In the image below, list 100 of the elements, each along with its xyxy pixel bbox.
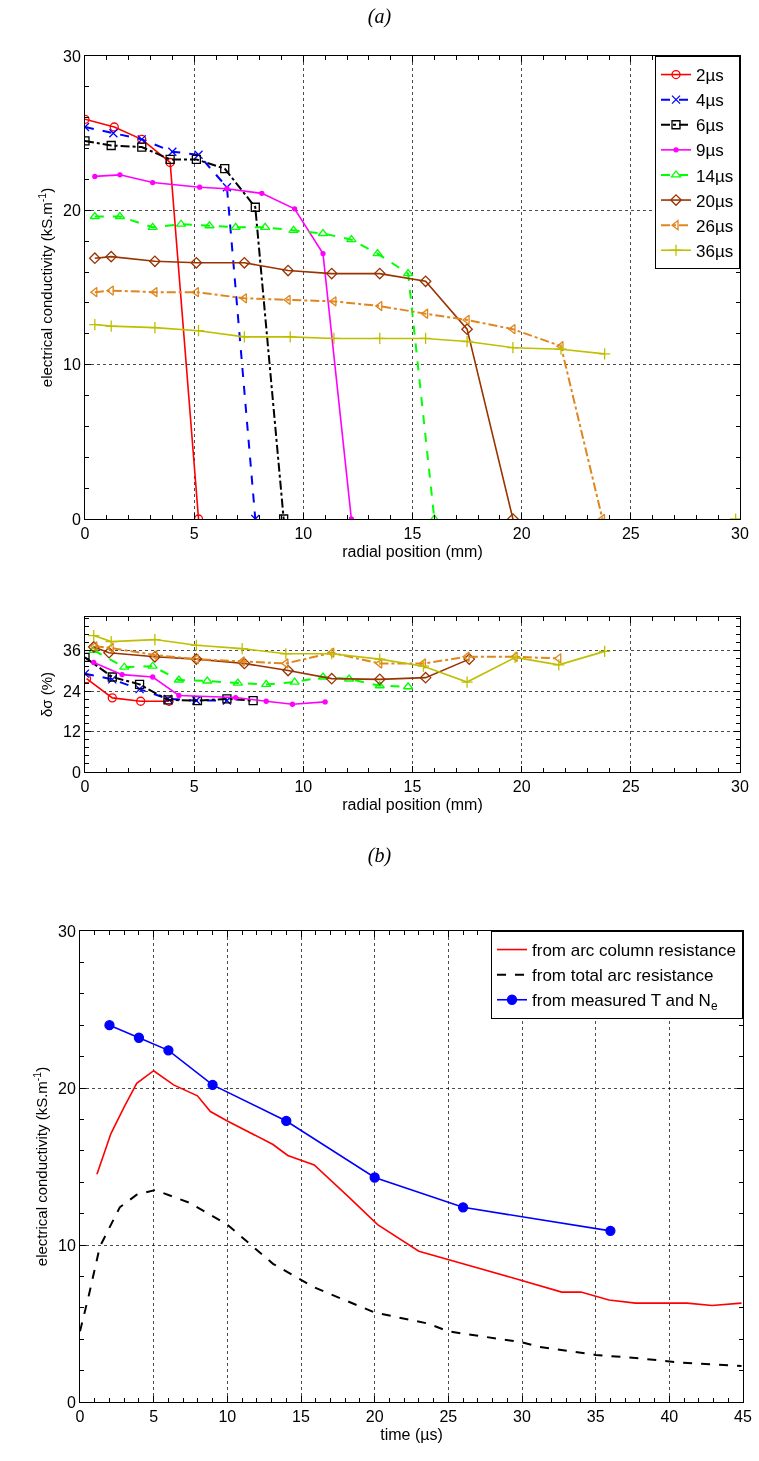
y-tick-label: 30 [63, 47, 81, 65]
point [260, 679, 272, 688]
point [238, 256, 251, 269]
legend-label: 36µs [696, 241, 734, 261]
point [106, 140, 116, 151]
x-tick-label: 20 [365, 1408, 384, 1426]
point [230, 222, 241, 230]
point [281, 658, 289, 669]
point [463, 653, 476, 665]
point [461, 323, 473, 336]
y-tick-label: 36 [63, 642, 81, 660]
point [176, 692, 182, 699]
point [259, 190, 265, 197]
point [373, 267, 386, 280]
point [419, 332, 432, 345]
point [288, 225, 299, 234]
x-axis-title: radial position (mm) [342, 795, 483, 813]
y-tick-label: 0 [71, 510, 81, 528]
x-tick-label: 15 [403, 525, 422, 543]
y-tick-label: 0 [66, 1393, 76, 1411]
point [105, 250, 118, 263]
point [235, 642, 249, 655]
point [281, 1115, 292, 1127]
point [137, 142, 147, 152]
legend-label: 2µs [696, 66, 724, 86]
x-tick-label: 25 [621, 525, 640, 543]
legend-label: 14µs [696, 166, 734, 186]
y-tick-label: 30 [58, 922, 76, 940]
point [224, 186, 230, 192]
point [279, 647, 293, 660]
point [163, 1045, 174, 1056]
point [220, 164, 230, 174]
legend-label: 20µs [696, 191, 734, 211]
point [402, 268, 414, 277]
point [325, 267, 338, 280]
point [289, 701, 296, 707]
point [419, 671, 432, 684]
point [250, 202, 260, 212]
point [89, 211, 101, 220]
point [148, 633, 162, 646]
point [91, 659, 97, 666]
point [418, 658, 427, 669]
point [87, 629, 100, 642]
x-tick-label: 15 [403, 778, 422, 796]
point [114, 211, 126, 220]
x-tick-label: 25 [439, 1408, 458, 1426]
point [329, 296, 337, 307]
y-tick-label: 24 [63, 682, 81, 700]
point [263, 698, 269, 704]
x-tick-label: 35 [586, 1408, 605, 1426]
point [460, 675, 474, 689]
point [167, 147, 177, 157]
point [88, 645, 99, 654]
point [506, 341, 520, 354]
point [372, 248, 383, 257]
x-tick-label: 25 [621, 778, 640, 796]
point [133, 1032, 145, 1043]
point [420, 308, 429, 320]
point [109, 122, 119, 132]
x-tick-label: 30 [513, 1408, 531, 1426]
point [134, 679, 145, 690]
legend-label: 6µs [696, 116, 724, 136]
point [107, 693, 117, 703]
point [327, 332, 341, 345]
point [88, 318, 102, 331]
point [373, 652, 386, 666]
legend-label: 9µs [696, 141, 724, 161]
legend-label: from measured T and N$_{e}$ [532, 991, 718, 1013]
point [237, 656, 245, 667]
x-tick-label: 10 [294, 778, 313, 796]
x-tick-label: 20 [512, 778, 531, 796]
x-axis-title: time (µs) [380, 1425, 443, 1443]
point [104, 1020, 115, 1031]
point [238, 330, 251, 344]
point [149, 255, 161, 268]
line-series [96, 1069, 743, 1307]
point [119, 662, 130, 670]
x-tick-label: 45 [734, 1408, 752, 1426]
point [289, 677, 300, 685]
point [369, 1172, 380, 1183]
point [238, 657, 251, 670]
point [147, 661, 158, 669]
point [460, 335, 474, 348]
point [373, 673, 386, 686]
point [204, 221, 215, 229]
point [193, 150, 204, 160]
point [190, 256, 203, 269]
point [106, 285, 114, 296]
point [108, 128, 119, 138]
point [207, 1079, 218, 1091]
point [322, 699, 328, 705]
x-tick-label: 30 [731, 778, 749, 796]
y-tick-label: 0 [71, 763, 81, 781]
x-tick-label: 10 [294, 525, 313, 543]
point [419, 275, 432, 288]
legend-label: from total arc resistance [532, 966, 714, 986]
point [103, 646, 115, 659]
point [190, 653, 203, 665]
point [317, 228, 329, 237]
chart-title: (a) [367, 5, 392, 28]
